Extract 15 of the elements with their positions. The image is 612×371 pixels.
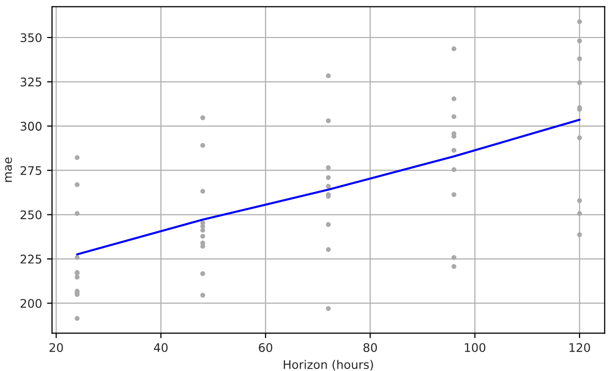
x-axis-title: Horizon (hours) [284, 360, 373, 370]
y-tick-label: 250 [20, 210, 42, 220]
y-tick-label: 325 [20, 78, 42, 86]
y-tick-label: 300 [20, 122, 42, 131]
x-tick-label: 80 [363, 343, 377, 352]
y-tick-label: 275 [20, 166, 42, 176]
x-tick-label: 120 [570, 343, 590, 352]
y-axis-title: mae [5, 158, 12, 182]
x-tick-label: 40 [154, 343, 168, 352]
y-tick-label: 225 [20, 254, 42, 264]
y-tick-label: 200 [20, 298, 42, 308]
x-tick-label: 20 [50, 343, 63, 352]
x-tick-label: 100 [464, 343, 486, 352]
y-tick-label: 350 [20, 33, 42, 42]
x-tick-label: 60 [258, 343, 272, 352]
